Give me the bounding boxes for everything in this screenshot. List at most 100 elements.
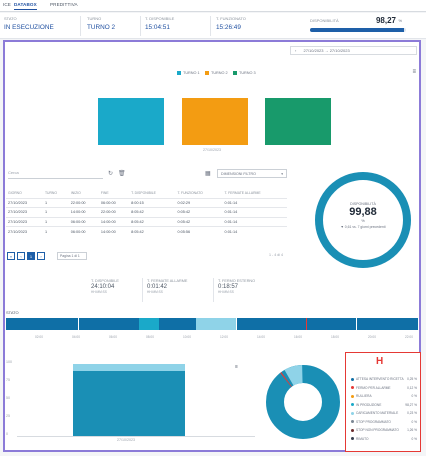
kpi-label: T. FERMATE ALLARME [147, 279, 188, 283]
table-cell: 8:05:42 [129, 226, 176, 236]
page-select[interactable]: Pagina 1 di 1 [57, 252, 87, 260]
column-header[interactable]: INIZIO [70, 191, 81, 196]
refresh-icon[interactable]: ↻ [108, 171, 114, 177]
bar-turno-3 [265, 98, 331, 145]
disponibilita-value: 98,27 [375, 16, 396, 25]
column-header[interactable]: T. DISPONIBILE [131, 191, 156, 196]
timeline-label: STATO [6, 310, 19, 315]
table-cell: 27/10/2023 [6, 226, 43, 236]
table-cell: 0:02:29 [175, 197, 223, 208]
table-header-row: GIORNO TURNO INIZIO FINE T. DISPONIBILE T. FU… [6, 189, 287, 198]
state-legend-item: STOP NON PROGRAMMATO 1,26 % [351, 428, 417, 432]
first-page-button[interactable]: « [7, 252, 15, 260]
kpi-unit: HH:MM:SS [147, 290, 163, 294]
legend-label: TURNO 2 [211, 71, 228, 75]
legend-dot [351, 411, 354, 415]
date-range-value: 27/10/2023 → 27/10/2023 [303, 48, 350, 53]
timeline-tick-label: 02:00 [35, 335, 43, 339]
timeline-tick-label: 06:00 [109, 335, 117, 339]
next-page-button[interactable]: › [37, 252, 45, 260]
column-header[interactable]: TURNO [44, 191, 58, 196]
table-row[interactable]: 27/10/2023 1 06:00:00 14:00:00 8:05:42 0:05:5… [6, 226, 287, 236]
state-percent: 0,23 % [407, 411, 417, 415]
chart-legend-2: TURNO 2 [205, 71, 228, 75]
table-row[interactable]: 27/10/2023 1 22:00:00 06:00:00 8:00:15 0:02:2… [6, 197, 287, 208]
y-tick-label: 0 [6, 432, 8, 436]
state-name: FERMO PER ALLARME [356, 385, 391, 390]
search-input[interactable]: Cerca [8, 170, 103, 179]
state-percent: 0,12 % [407, 385, 417, 390]
gauge-text: DISPONIBILITÀ 99,88 % ▼ 0,61 vs. 7 giorn… [323, 202, 403, 229]
divider [142, 278, 143, 302]
chart-x-label: 27/10/2023 [203, 148, 221, 152]
tab-predittiva[interactable]: PREDITTIVA [50, 2, 78, 7]
disponibilita-progress [310, 28, 406, 32]
turno-value: TURNO 2 [87, 24, 116, 31]
state-percent: 0 % [411, 394, 418, 398]
state-donut [266, 365, 340, 439]
prev-page-button[interactable]: ‹ [17, 252, 25, 260]
table-cell: 0:05:42 [175, 207, 223, 217]
table-cell: 06:00:00 [98, 197, 130, 208]
legend-dot [351, 437, 354, 441]
stack-chart-baseline [17, 436, 255, 437]
column-header[interactable]: GIORNO [8, 191, 22, 196]
table-cell: 0:01:14 [222, 216, 287, 227]
disponibilita-unit: % [398, 18, 402, 23]
grid-icon[interactable]: ▦ [205, 171, 211, 177]
gauge-title: DISPONIBILITÀ [350, 202, 376, 206]
table-row[interactable]: 27/10/2023 1 06:00:00 14:00:00 8:05:42 0:05:4… [6, 216, 287, 227]
legend-dot [351, 394, 354, 398]
kpi-value: 0:18:57 [218, 284, 239, 290]
menu-icon[interactable]: ≡ [412, 69, 416, 75]
turno-label: TURNO [87, 16, 102, 21]
tab-ice[interactable]: ICE [3, 2, 11, 7]
state-percent: 1,26 % [407, 428, 417, 432]
state-name: STOP PROGRAMMATO [356, 419, 391, 424]
timeline-tick-label: 20:00 [368, 335, 376, 339]
legend-dot [351, 428, 354, 432]
column-header[interactable]: T. FERMATE ALLARME [224, 191, 261, 196]
state-legend-box: H ATTESA INTERVENTO RICETTA 0,25 % FERMO P… [345, 352, 421, 452]
table-cell: 8:00:15 [129, 197, 176, 208]
kpi-t-fermate-allarme: T. FERMATE ALLARME 0:01:42 HH:MM:SS [147, 279, 187, 303]
chart-legend-3: TURNO 3 [233, 71, 256, 75]
table-cell: 14:00:00 [98, 226, 130, 236]
menu-icon[interactable]: ≡ [235, 364, 238, 370]
chart-legend-1: TURNO 1 [177, 71, 200, 75]
t-funzionato-label: T. FUNZIONATO [216, 16, 246, 21]
kpi-unit: HH:MM:SS [218, 290, 234, 294]
legend-label: TURNO 3 [239, 71, 256, 75]
table-row[interactable]: 27/10/2023 1 14:00:00 22:00:00 8:05:42 0:05:4… [6, 207, 287, 217]
kpi-t-fermo-esterno: T. FERMO ESTERNO 0:18:57 HH:MM:SS [218, 279, 255, 303]
state-legend-item: RULLIERA 0 % [351, 394, 417, 398]
stato-label: STATO [4, 16, 17, 21]
tab-databox[interactable]: DATABOX [14, 2, 37, 10]
delete-icon[interactable]: 🗑 [118, 171, 126, 177]
date-range-picker[interactable]: ‹ 27/10/2023 → 27/10/2023 [290, 46, 417, 55]
table-cell: 14:00:00 [68, 207, 99, 217]
state-timeline [6, 318, 418, 330]
column-header[interactable]: FINE [100, 191, 109, 196]
table-cell: 14:00:00 [98, 216, 130, 227]
gauge-comparison: ▼ 0,61 vs. 7 giorni precedenti [340, 225, 386, 229]
page-1-button[interactable]: 1 [27, 252, 35, 260]
table-cell: 1 [42, 216, 69, 227]
timeline-segment [196, 318, 236, 330]
state-name: RIMUTO [356, 436, 369, 441]
legend-box-title: H [376, 356, 384, 367]
state-legend-item: RIMUTO 0 % [351, 437, 417, 441]
kpi-value: 0:01:42 [147, 284, 168, 290]
gauge-unit: % [361, 218, 365, 223]
group-select[interactable]: DIMENSIONI FILTRO ▾ [217, 169, 287, 178]
table-cell: 27/10/2023 [6, 207, 43, 217]
table-cell: 1 [42, 197, 69, 208]
chevron-down-icon: ▾ [281, 172, 283, 176]
column-header[interactable]: T. FUNZIONATO [177, 191, 203, 196]
table-cell: 0:01:14 [222, 197, 287, 208]
divider [213, 278, 214, 302]
legend-dot [351, 403, 354, 407]
t-disponibile-value: 15:04:51 [145, 24, 170, 31]
state-legend-item: ATTESA INTERVENTO RICETTA 0,25 % [351, 377, 417, 381]
gauge-arc [315, 172, 411, 268]
